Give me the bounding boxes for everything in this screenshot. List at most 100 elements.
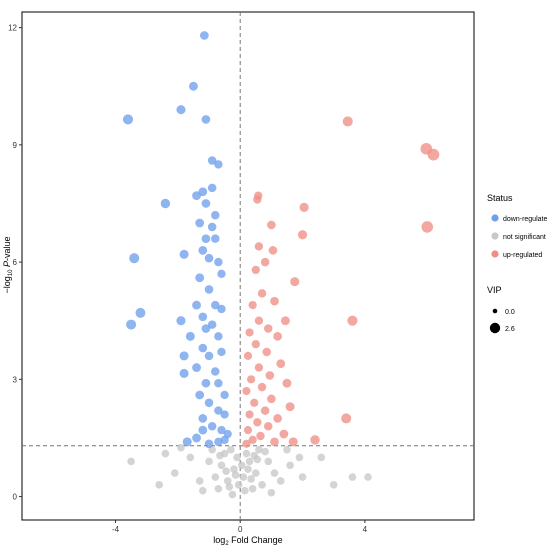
point-not-significant	[205, 457, 213, 466]
point-up-regulated	[256, 431, 265, 441]
point-up-regulated	[282, 378, 292, 388]
point-not-significant	[177, 443, 185, 452]
point-down-regulated	[220, 390, 229, 400]
point-down-regulated	[201, 199, 211, 208]
point-down-regulated	[129, 253, 140, 264]
point-up-regulated	[257, 289, 267, 298]
point-up-regulated	[280, 316, 290, 326]
y-tick-label: 0	[13, 493, 18, 502]
point-down-regulated	[160, 198, 171, 209]
point-not-significant	[228, 490, 237, 499]
point-up-regulated	[248, 435, 257, 445]
point-up-regulated	[257, 382, 267, 392]
x-tick-label: 4	[363, 525, 368, 534]
point-up-regulated	[245, 328, 254, 337]
point-down-regulated	[185, 331, 195, 341]
point-not-significant	[230, 465, 238, 474]
point-not-significant	[250, 451, 259, 460]
point-not-significant	[195, 477, 204, 485]
point-not-significant	[258, 481, 266, 489]
legend-label-up: up-regulated	[503, 252, 542, 259]
point-not-significant	[214, 484, 223, 493]
point-not-significant	[242, 449, 251, 458]
point-down-regulated	[211, 234, 220, 243]
point-not-significant	[251, 469, 260, 477]
point-not-significant	[286, 461, 294, 470]
point-not-significant	[170, 469, 179, 477]
legend-label-ns: not significant	[503, 234, 546, 241]
data-points	[122, 31, 440, 499]
point-down-regulated	[220, 435, 229, 445]
point-up-regulated	[290, 277, 300, 287]
point-down-regulated	[176, 316, 186, 326]
x-tick-label: -4	[112, 525, 120, 534]
point-down-regulated	[195, 390, 205, 400]
point-down-regulated	[179, 351, 189, 361]
point-down-regulated	[198, 343, 208, 353]
point-down-regulated	[135, 307, 146, 318]
point-up-regulated	[427, 148, 440, 161]
point-down-regulated	[122, 114, 134, 125]
point-down-regulated	[217, 347, 226, 357]
point-down-regulated	[192, 433, 201, 443]
point-down-regulated	[214, 257, 223, 267]
point-down-regulated	[211, 210, 220, 220]
point-not-significant	[295, 453, 304, 462]
legend-vip-title: VIP	[487, 285, 502, 295]
point-down-regulated	[207, 222, 217, 232]
y-tick-label: 12	[8, 24, 17, 33]
point-not-significant	[264, 457, 273, 466]
point-not-significant	[161, 449, 170, 458]
point-down-regulated	[192, 191, 201, 201]
point-up-regulated	[310, 435, 320, 445]
point-up-regulated	[262, 347, 271, 357]
plot-panel	[21, 11, 475, 521]
point-up-regulated	[263, 324, 273, 333]
point-not-significant	[186, 453, 195, 462]
point-down-regulated	[188, 81, 198, 91]
point-not-significant	[276, 477, 285, 485]
point-up-regulated	[267, 394, 276, 404]
legend: Status down-regulated not significant up…	[487, 193, 547, 334]
point-down-regulated	[211, 300, 220, 310]
point-up-regulated	[270, 296, 279, 306]
y-axis-title: −log10 P-value	[2, 236, 14, 293]
point-up-regulated	[263, 421, 273, 431]
point-down-regulated	[214, 406, 223, 415]
point-down-regulated	[176, 105, 186, 115]
point-not-significant	[211, 473, 220, 481]
point-not-significant	[237, 461, 246, 470]
point-down-regulated	[214, 332, 223, 341]
point-up-regulated	[254, 191, 263, 200]
point-up-regulated	[254, 316, 264, 325]
point-not-significant	[241, 486, 249, 495]
point-up-regulated	[260, 406, 270, 415]
point-down-regulated	[201, 234, 211, 243]
point-down-regulated	[200, 31, 209, 40]
point-not-significant	[231, 471, 240, 479]
point-up-regulated	[297, 230, 308, 240]
point-not-significant	[261, 447, 269, 456]
point-down-regulated	[179, 368, 189, 379]
point-down-regulated	[211, 367, 220, 376]
point-down-regulated	[207, 320, 217, 329]
point-not-significant	[222, 467, 230, 475]
point-up-regulated	[242, 439, 251, 448]
x-tick-label: 0	[238, 525, 243, 534]
point-up-regulated	[245, 410, 254, 419]
point-down-regulated	[126, 319, 137, 330]
point-up-regulated	[248, 300, 257, 310]
point-down-regulated	[207, 183, 217, 193]
point-down-regulated	[204, 253, 214, 263]
point-not-significant	[364, 473, 372, 481]
point-up-regulated	[251, 265, 260, 275]
point-down-regulated	[214, 379, 223, 388]
point-not-significant	[233, 453, 241, 462]
y-tick-label: 6	[13, 258, 18, 267]
point-down-regulated	[195, 218, 205, 228]
point-down-regulated	[201, 115, 211, 124]
point-up-regulated	[273, 414, 282, 423]
point-down-regulated	[201, 324, 211, 333]
point-down-regulated	[214, 160, 223, 169]
